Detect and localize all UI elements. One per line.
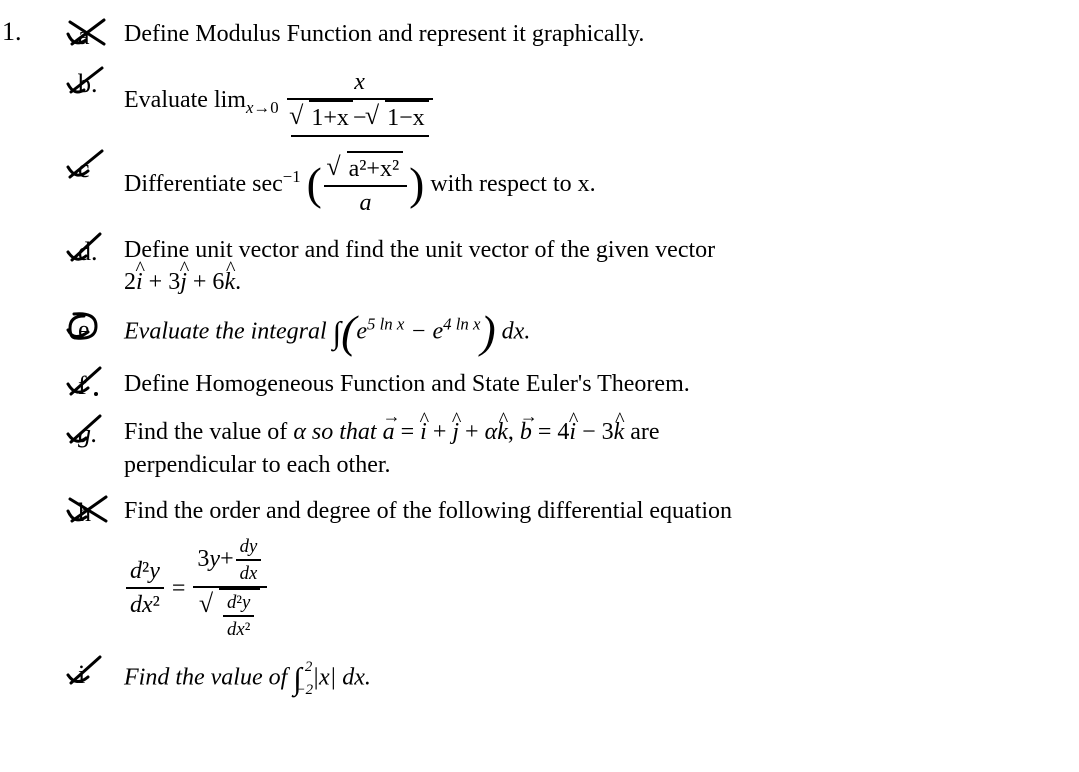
question-number: 1. — [2, 14, 22, 49]
question-list: a Define Modulus Function and represent … — [70, 18, 1057, 701]
diff-arg-sqrt: a²+x² — [349, 156, 400, 182]
item-f: f Define Homogeneous Function and State … — [70, 368, 1057, 402]
item-label: d. — [78, 234, 98, 269]
item-i: i Find the value of ∫−22|x| dx. — [70, 657, 1057, 701]
exam-page: 1. a Define Modulus Function and represe… — [0, 0, 1079, 733]
g-pre: Find the value of — [124, 419, 293, 445]
strike-mark-icon — [66, 364, 114, 402]
strike-mark-icon — [66, 308, 114, 346]
lim-var: x — [246, 97, 253, 116]
item-label: a — [78, 18, 90, 53]
item-label: b. — [78, 66, 98, 101]
item-label: h — [78, 495, 91, 530]
item-e: e Evaluate the integral ∫(e5 ln x − e4 l… — [70, 312, 1057, 354]
e-prefix: Evaluate the integral — [124, 319, 333, 345]
item-text: Evaluate limx→0 x 1+x−1−x — [124, 66, 1057, 137]
lim-num: x — [354, 69, 365, 95]
lim-den-l: 1+x — [311, 105, 349, 131]
item-b: b. Evaluate limx→0 x 1+x−1−x — [70, 66, 1057, 137]
item-label: i — [78, 657, 85, 692]
g-avec: a — [383, 416, 395, 448]
e-exp2: 4 ln x — [443, 315, 480, 334]
g-mid: so that — [312, 419, 383, 445]
diff-suffix: with respect to x. — [430, 171, 595, 197]
item-label: c — [78, 151, 90, 186]
item-label: g. — [78, 416, 98, 451]
item-g: g. Find the value of α so that a = i + j… — [70, 416, 1057, 481]
item-h: h Find the order and degree of the follo… — [70, 495, 1057, 642]
strike-mark-icon — [66, 14, 114, 52]
item-text: Find the value of ∫−22|x| dx. — [124, 657, 1057, 701]
arcsec-fraction: a²+x² a — [324, 151, 407, 220]
diff-arg-den: a — [360, 190, 372, 216]
item-text: Define Modulus Function and represent it… — [124, 18, 1057, 50]
strike-mark-icon — [66, 147, 114, 185]
limit-fraction: x 1+x−1−x — [287, 66, 433, 137]
i-upper: 2 — [305, 659, 312, 675]
lim-den-r: 1−x — [387, 105, 425, 131]
g-line2: perpendicular to each other. — [124, 449, 1057, 481]
item-label: e — [78, 312, 90, 347]
diff-power: −1 — [283, 167, 301, 186]
diff-prefix: Differentiate sec — [124, 171, 283, 197]
g-alpha: α — [293, 419, 306, 445]
e-exp1: 5 ln x — [367, 315, 404, 334]
i-lower: −2 — [296, 682, 313, 698]
h-line1: Find the order and degree of the followi… — [124, 495, 1057, 527]
g-bvec: b — [520, 416, 532, 448]
item-text: Differentiate sec−1 ( a²+x² a ) with res… — [124, 151, 1057, 220]
item-text: Find the value of α so that a = i + j + … — [124, 416, 1057, 481]
h-rhs: 3y+ dy dx d²y dx² — [193, 534, 267, 643]
item-a: a Define Modulus Function and represent … — [70, 18, 1057, 52]
item-c: c Differentiate sec−1 ( a²+x² a ) with r… — [70, 151, 1057, 220]
item-text: Define Homogeneous Function and State Eu… — [124, 368, 1057, 400]
lim-to: 0 — [270, 97, 278, 116]
d-line1: Define unit vector and find the unit vec… — [124, 234, 1057, 266]
h-lhs: d²y dx² — [126, 555, 164, 622]
eval-prefix: Evaluate — [124, 87, 214, 113]
item-text: Find the order and degree of the followi… — [124, 495, 1057, 642]
i-prefix: Find the value of — [124, 664, 293, 690]
item-label: f — [78, 368, 87, 403]
strike-mark-icon — [66, 653, 114, 691]
item-text: Define unit vector and find the unit vec… — [124, 234, 1057, 299]
item-d: d. Define unit vector and find the unit … — [70, 234, 1057, 299]
item-text: Evaluate the integral ∫(e5 ln x − e4 ln … — [124, 312, 1057, 354]
